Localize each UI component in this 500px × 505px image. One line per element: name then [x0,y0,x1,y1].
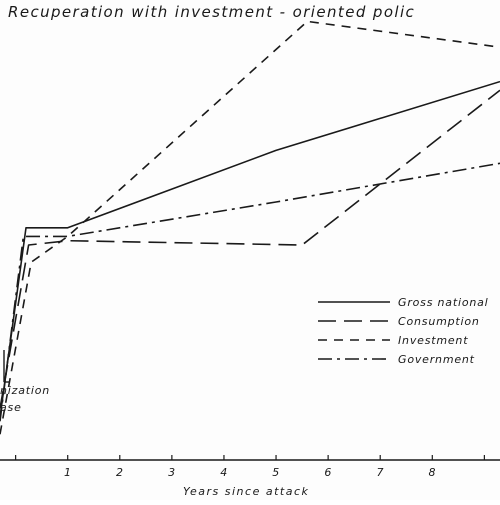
legend-label: Gross national [398,296,489,309]
x-axis-label: Years since attack [183,485,309,498]
x-tick-label: 1 [64,466,72,479]
x-tick-label: 4 [220,466,228,479]
series-line-investment [0,20,500,435]
legend-label: Consumption [398,315,480,328]
annotation-text-line-1: nization [0,384,50,397]
x-tick-label: 3 [168,466,176,479]
series-line-consumption [0,89,500,409]
series-line-government [0,162,500,422]
series-layer [0,20,500,435]
legend: Gross national Consumption Investment Gover… [318,296,489,366]
annotation-text-line-2: ase [0,401,22,414]
x-tick-labels: 1 2 3 4 5 6 7 8 [64,466,436,479]
x-tick-label: 7 [376,466,384,479]
x-tick-label: 6 [324,466,332,479]
x-tick-label: 5 [272,466,280,479]
axes [0,455,500,461]
x-tick-label: 2 [116,466,124,479]
legend-label: Government [398,353,475,366]
legend-label: Investment [398,334,468,347]
x-tick-label: 8 [429,466,437,479]
chart-title: Recuperation with investment - oriented … [8,3,415,21]
annotation: nization ase [0,350,50,414]
series-line-gross-national [0,80,500,418]
